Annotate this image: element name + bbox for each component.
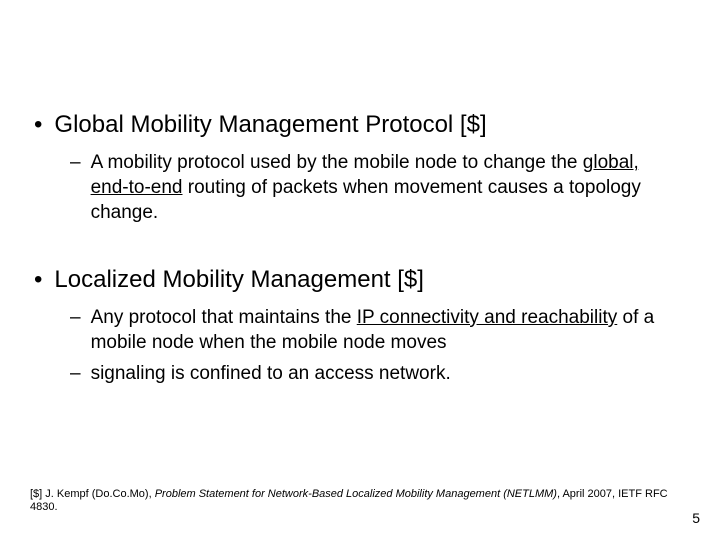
sub-text: Any protocol that maintains the IP conne… [91, 305, 671, 355]
footnote: [$] J. Kempf (Do.Co.Mo), Problem Stateme… [30, 488, 670, 514]
dash-icon: – [70, 361, 81, 386]
sub-item: – A mobility protocol used by the mobile… [70, 150, 690, 225]
footnote-pre: [$] J. Kempf (Do.Co.Mo), [30, 488, 155, 500]
dash-icon: – [70, 305, 81, 330]
sub-pre: Any protocol that maintains the [91, 307, 357, 328]
dash-icon: – [70, 150, 81, 175]
bullet-dot: • [34, 110, 42, 140]
sub-text: A mobility protocol used by the mobile n… [91, 150, 671, 225]
bullet-2-subs: – Any protocol that maintains the IP con… [70, 305, 690, 386]
bullet-2: • Localized Mobility Management [$] [30, 265, 690, 295]
footnote-italic: Problem Statement for Network-Based Loca… [155, 488, 557, 500]
bullet-2-title: Localized Mobility Management [$] [54, 265, 424, 295]
bullet-1: • Global Mobility Management Protocol [$… [30, 110, 690, 140]
sub-underline: IP connectivity and reachability [357, 307, 618, 328]
sub-pre: signaling is confined to an access netwo… [91, 363, 451, 384]
sub-item: – signaling is confined to an access net… [70, 361, 690, 386]
sub-pre: A mobility protocol used by the mobile n… [91, 152, 583, 173]
slide-content: • Global Mobility Management Protocol [$… [0, 0, 720, 386]
bullet-1-subs: – A mobility protocol used by the mobile… [70, 150, 690, 225]
bullet-1-title: Global Mobility Management Protocol [$] [54, 110, 486, 140]
sub-text: signaling is confined to an access netwo… [91, 361, 451, 386]
sub-item: – Any protocol that maintains the IP con… [70, 305, 690, 355]
bullet-dot: • [34, 265, 42, 295]
page-number: 5 [692, 510, 700, 526]
